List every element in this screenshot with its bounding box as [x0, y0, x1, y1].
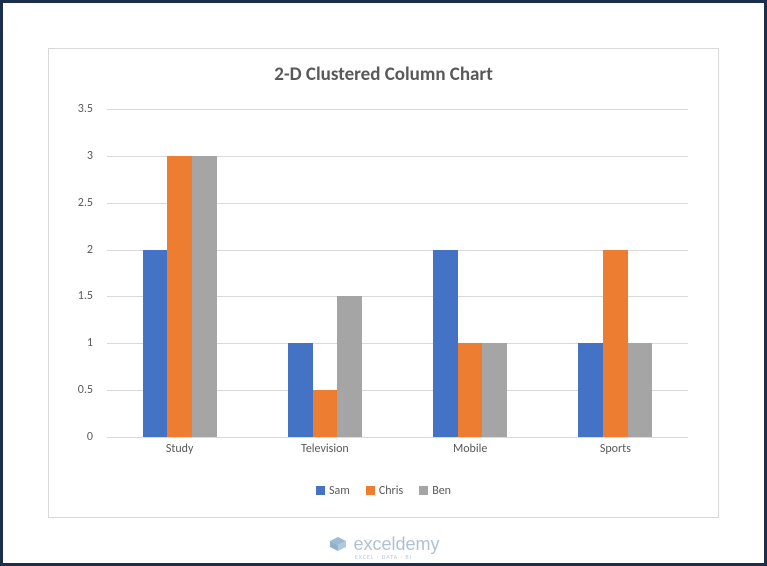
y-tick-label: 0.5: [78, 383, 93, 397]
chart-container: 2-D Clustered Column Chart 0 0.5 1 1.5 2 2.5 3…: [48, 48, 719, 518]
chart-title: 2-D Clustered Column Chart: [49, 49, 718, 86]
y-tick-label: 1: [87, 336, 93, 350]
bar: [192, 156, 217, 437]
watermark-icon: [327, 535, 347, 555]
x-category-label: Television: [301, 442, 349, 456]
legend-item: Sam: [316, 484, 350, 498]
x-category-label: Study: [166, 442, 194, 456]
legend-item: Chris: [366, 484, 403, 498]
y-tick-label: 1.5: [78, 289, 93, 303]
watermark-text: exceldemy: [353, 534, 439, 555]
bar: [143, 250, 168, 437]
legend-label: Chris: [379, 484, 403, 498]
legend-swatch: [316, 486, 325, 495]
bar: [313, 390, 338, 437]
bar: [628, 343, 653, 437]
bar: [433, 250, 458, 437]
bar: [288, 343, 313, 437]
y-tick-label: 3.5: [78, 102, 93, 116]
y-tick-label: 0: [87, 430, 93, 444]
legend-swatch: [366, 486, 375, 495]
y-tick-label: 2.5: [78, 196, 93, 210]
bar: [337, 296, 362, 437]
bar: [482, 343, 507, 437]
legend-item: Ben: [419, 484, 451, 498]
plot-area: [107, 109, 688, 437]
gridline: [107, 437, 688, 438]
bar: [167, 156, 192, 437]
outer-frame: 2-D Clustered Column Chart 0 0.5 1 1.5 2 2.5 3…: [0, 0, 767, 566]
legend-label: Ben: [432, 484, 451, 498]
legend-swatch: [419, 486, 428, 495]
y-axis: 00.511.522.533.5: [49, 109, 101, 437]
x-category-label: Mobile: [453, 442, 487, 456]
y-tick-label: 2: [87, 243, 93, 257]
x-category-label: Sports: [600, 442, 631, 456]
bar: [603, 250, 628, 437]
watermark: exceldemy: [327, 534, 439, 555]
x-axis: Study Television Mobile Sports: [107, 442, 688, 462]
y-tick-label: 3: [87, 149, 93, 163]
bar: [578, 343, 603, 437]
legend-label: Sam: [329, 484, 350, 498]
watermark-subtext: EXCEL · DATA · BI: [355, 553, 412, 561]
bar: [458, 343, 483, 437]
legend: Sam Chris Ben: [49, 484, 718, 500]
gridline: [107, 109, 688, 110]
